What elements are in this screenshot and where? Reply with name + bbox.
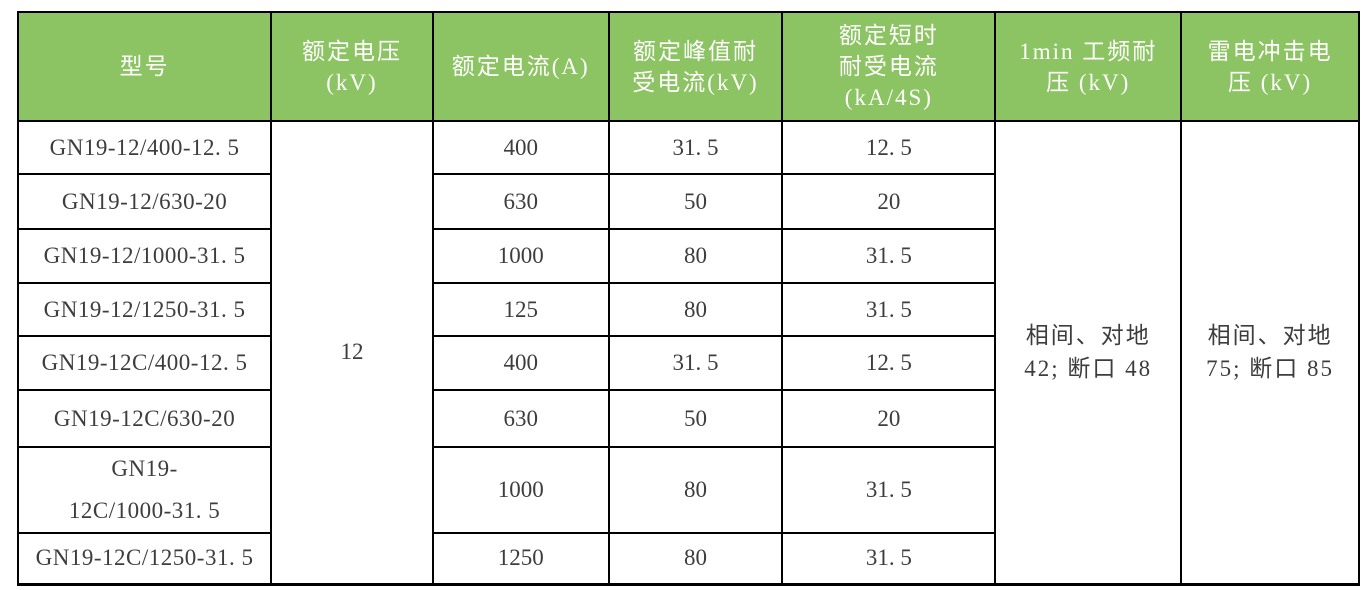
current-cell: 1000 <box>431 446 610 534</box>
col-header-lightning-impulse: 雷电冲击电 压 (kV) <box>1180 11 1360 122</box>
short-time-current-cell: 31. 5 <box>781 532 997 585</box>
peak-current-cell: 80 <box>607 532 784 585</box>
col-header-peak-withstand-current: 额定峰值耐 受电流(kV) <box>607 11 784 122</box>
table-row: GN19-12/1250-31. 5 125 80 31. 5 <box>16 282 1359 337</box>
col-header-model-label: 型号 <box>119 54 170 79</box>
model-cell: GN19-12/400-12. 5 <box>16 120 273 175</box>
current-cell: 125 <box>431 282 610 337</box>
col-header-model: 型号 <box>16 11 273 122</box>
short-time-current-cell: 12. 5 <box>781 120 997 175</box>
table-row: GN19-12/1000-31. 5 1000 80 31. 5 <box>16 228 1359 284</box>
table-row: GN19-12/630-20 630 50 20 <box>16 173 1359 230</box>
col-header-short-time-withstand-current: 额定短时 耐受电流 (kA/4S) <box>781 11 997 122</box>
short-time-current-cell: 20 <box>781 173 997 230</box>
current-cell: 400 <box>431 120 610 175</box>
peak-current-cell: 31. 5 <box>607 120 784 175</box>
current-cell: 630 <box>431 389 610 448</box>
rated-voltage-cell: 12 <box>270 120 434 585</box>
peak-current-cell: 80 <box>607 228 784 284</box>
table-row: GN19-12C/400-12. 5 400 31. 5 12. 5 <box>16 335 1359 391</box>
short-time-current-cell: 31. 5 <box>781 228 997 284</box>
model-cell: GN19-12/1000-31. 5 <box>16 228 273 284</box>
current-cell: 630 <box>431 173 610 230</box>
peak-current-cell: 31. 5 <box>607 335 784 391</box>
spec-table: 型号 额定电压 (kV) 额定电流(A) 额定峰值耐 受电流(kV) 额定短时 … <box>16 11 1360 586</box>
col-header-rated-current: 额定电流(A) <box>431 11 610 122</box>
model-cell: GN19-12C/1250-31. 5 <box>16 532 273 585</box>
table-row: GN19-12C/630-20 630 50 20 <box>16 389 1359 448</box>
current-cell: 400 <box>431 335 610 391</box>
model-cell: GN19-12/1250-31. 5 <box>16 282 273 337</box>
model-cell: GN19- 12C/1000-31. 5 <box>16 446 273 534</box>
col-header-power-freq-withstand: 1min 工频耐 压 (kV) <box>994 11 1183 122</box>
model-cell: GN19-12C/630-20 <box>16 389 273 448</box>
lightning-impulse-cell: 相间、对地 75; 断口 85 <box>1180 120 1360 585</box>
spec-table-container: 型号 额定电压 (kV) 额定电流(A) 额定峰值耐 受电流(kV) 额定短时 … <box>16 11 1360 586</box>
short-time-current-cell: 20 <box>781 389 997 448</box>
table-row: GN19-12/400-12. 5 12 400 31. 5 12. 5 相间、… <box>16 120 1360 585</box>
peak-current-cell: 80 <box>607 446 784 534</box>
short-time-current-cell: 31. 5 <box>781 446 997 534</box>
peak-current-cell: 80 <box>607 282 784 337</box>
header-row: 型号 额定电压 (kV) 额定电流(A) 额定峰值耐 受电流(kV) 额定短时 … <box>16 11 1360 122</box>
table-row: GN19-12C/1250-31. 5 1250 80 31. 5 <box>16 532 1359 585</box>
short-time-current-cell: 31. 5 <box>781 282 997 337</box>
current-cell: 1000 <box>431 228 610 284</box>
model-cell: GN19-12/630-20 <box>16 173 273 230</box>
peak-current-cell: 50 <box>607 173 784 230</box>
table-row: GN19- 12C/1000-31. 5 1000 80 31. 5 <box>16 446 1359 534</box>
power-freq-withstand-cell: 相间、对地 42; 断口 48 <box>994 120 1183 585</box>
current-cell: 1250 <box>431 532 610 585</box>
short-time-current-cell: 12. 5 <box>781 335 997 391</box>
peak-current-cell: 50 <box>607 389 784 448</box>
model-cell: GN19-12C/400-12. 5 <box>16 335 273 391</box>
col-header-rated-voltage: 额定电压 (kV) <box>270 11 434 122</box>
